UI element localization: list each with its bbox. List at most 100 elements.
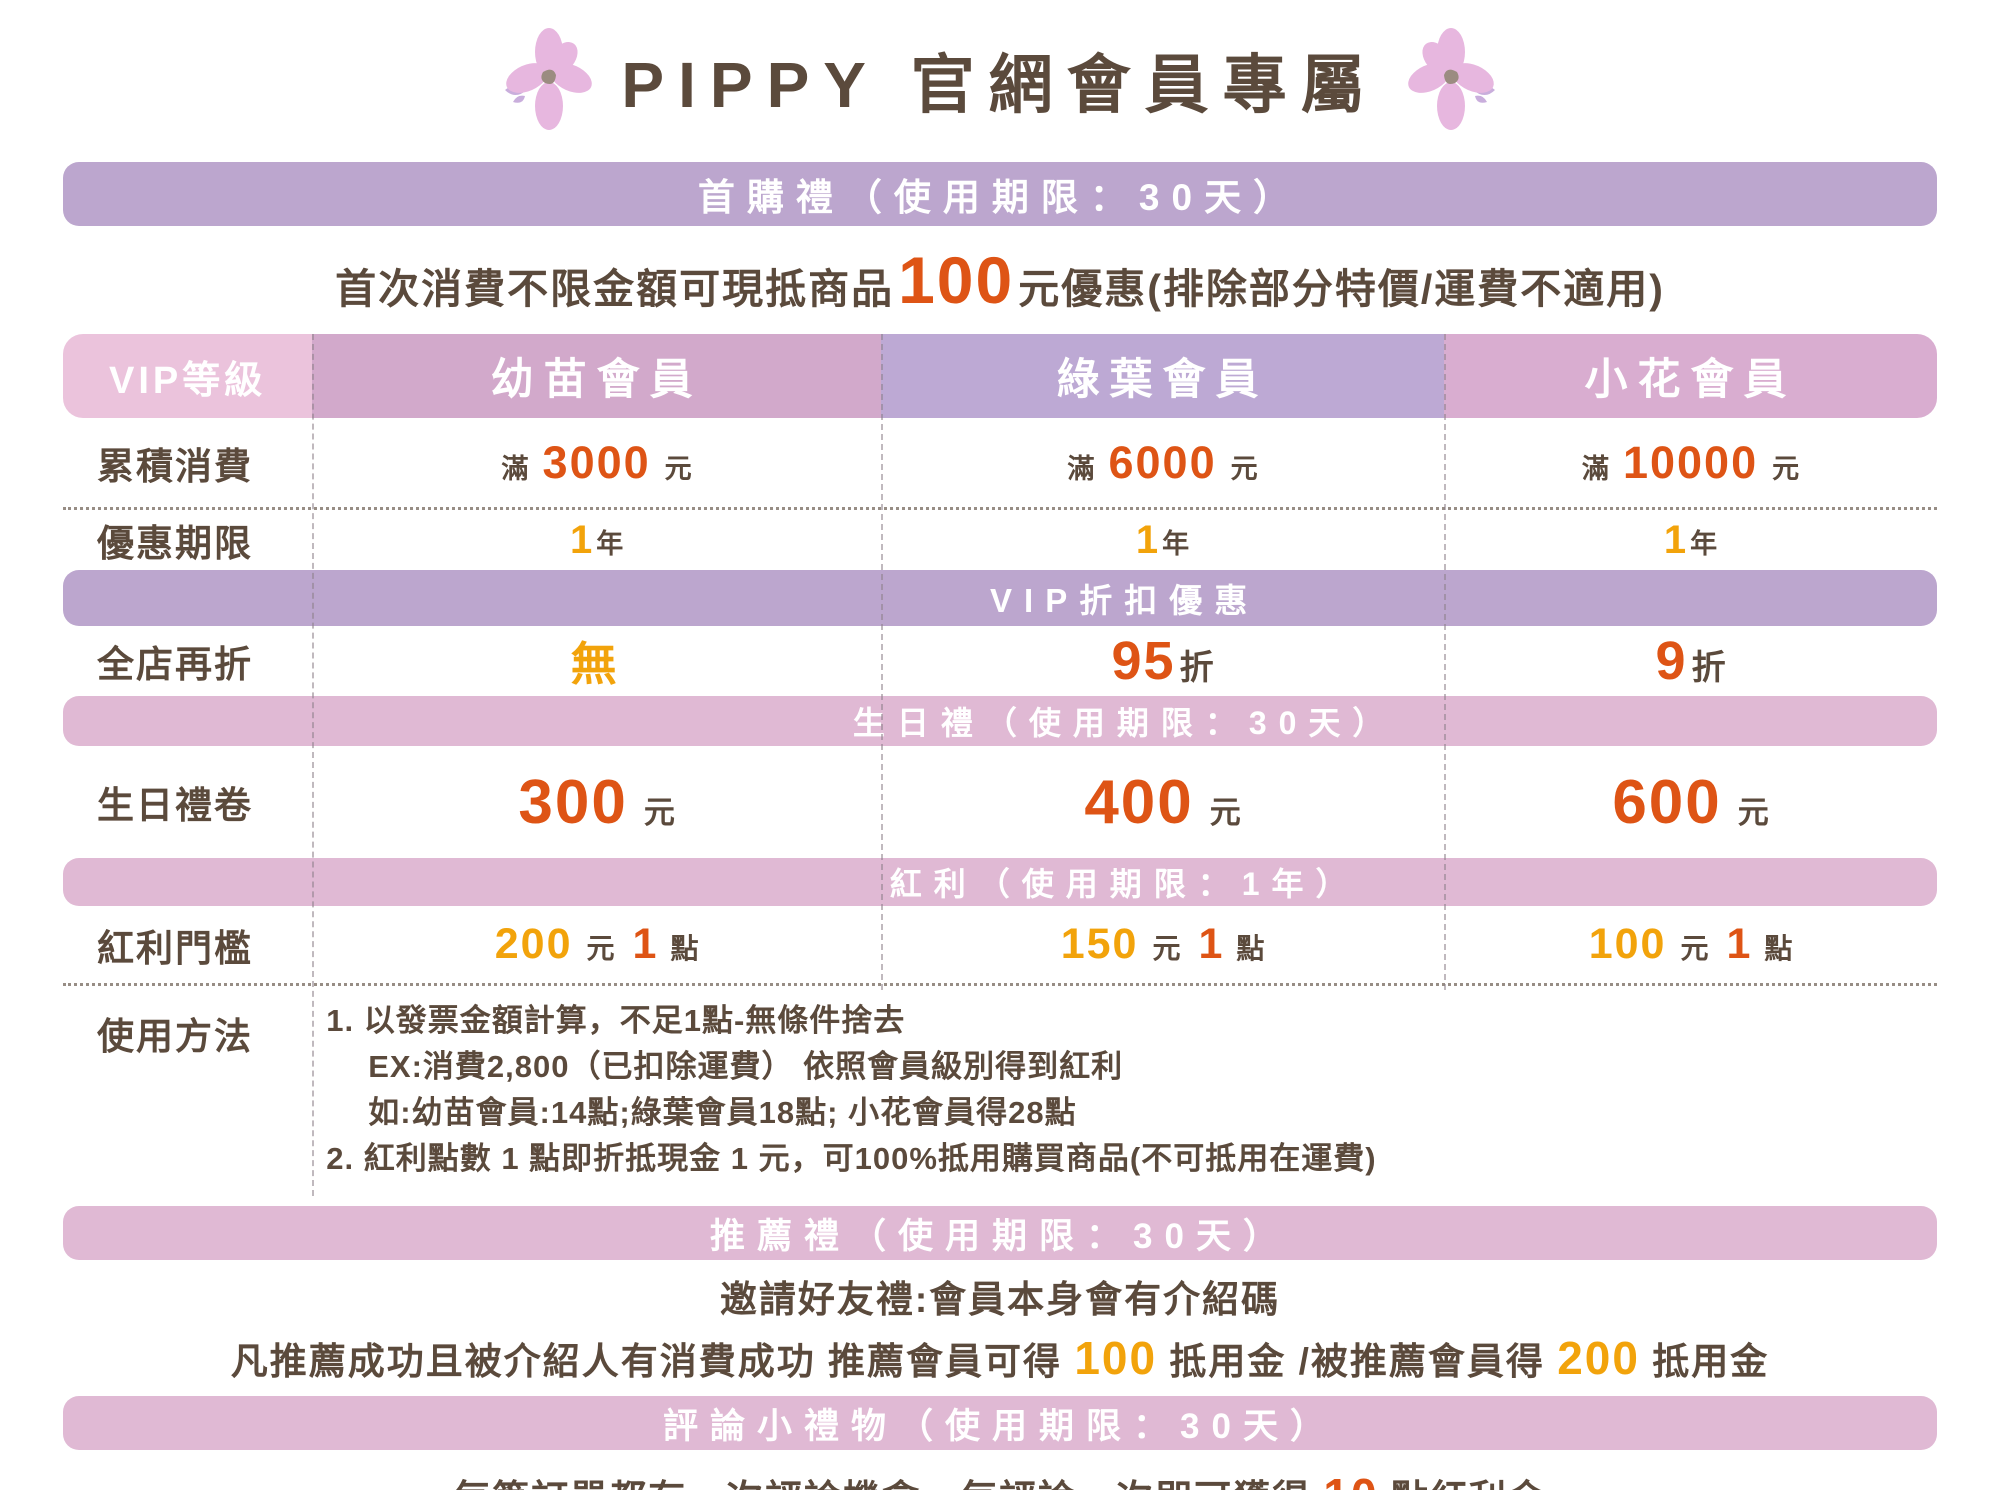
table-cell: 400 元 (881, 767, 1444, 838)
table-cell: 9 折 (1444, 630, 1937, 692)
cell-unit: 折 (1691, 649, 1726, 687)
cell-money-unit: 元 (1680, 933, 1709, 964)
table-cell: 無 (312, 628, 881, 694)
cell-unit: 年 (1162, 528, 1190, 559)
cell-money: 100 (1588, 920, 1667, 968)
header-little-flower-member: 小花會員 (1444, 334, 1937, 418)
header-green-leaf-member: 綠葉會員 (880, 334, 1445, 418)
first-purchase-description: 首次消費不限金額可現抵商品 100 元優惠(排除部分特價/運費不適用) (63, 242, 1937, 328)
cell-money-unit: 元 (1152, 933, 1181, 964)
table-cell: 95 折 (881, 630, 1444, 692)
cell-money: 150 (1060, 920, 1139, 968)
banner-birthday-gift: 生日禮（使用期限：30天） (63, 696, 1937, 746)
cell-number: 10000 (1622, 436, 1759, 488)
cell-money: 200 (494, 920, 573, 968)
usage-instructions-text: 1. 以發票金額計算，不足1點-無條件捨去 EX:消費2,800（已扣除運費） … (312, 998, 1937, 1182)
cell-number: 1 (569, 517, 593, 562)
table-cell: 100 元 1 點 (1444, 920, 1937, 969)
cell-number: 3000 (542, 436, 651, 488)
table-cell: 150 元 1 點 (881, 920, 1444, 969)
cell-points-unit: 點 (1236, 933, 1265, 964)
cell-unit: 折 (1179, 649, 1214, 687)
table-cell: 300 元 (312, 767, 881, 838)
table-cell: 滿 10000 元 (1444, 437, 1937, 489)
header-seedling-member: 幼苗會員 (312, 334, 881, 418)
intro-suffix: 元優惠(排除部分特價/運費不適用) (1018, 266, 1665, 312)
cell-number: 無 (570, 638, 619, 690)
review-points: 10 (1323, 1469, 1378, 1490)
referral-text-part: 抵用金 /被推薦會員得 (1169, 1341, 1545, 1382)
row-label: 累積消費 (97, 445, 253, 487)
table-cell: 滿 6000 元 (881, 437, 1444, 489)
usage-line-4: 2. 紅利點數 1 點即折抵現金 1 元，可100%抵用購買商品(不可抵用在運費… (326, 1141, 1377, 1176)
cell-number: 300 (518, 767, 628, 837)
content-area: 首購禮（使用期限：30天） 首次消費不限金額可現抵商品 100 元優惠(排除部分… (0, 162, 2000, 1490)
intro-amount: 100 (898, 243, 1015, 317)
usage-line-2: EX:消費2,800（已扣除運費） 依照會員級別得到紅利 (368, 1049, 1124, 1084)
table-cell: 600 元 (1444, 767, 1937, 838)
usage-line-1: 1. 以發票金額計算，不足1點-無條件捨去 (326, 1003, 906, 1038)
cell-unit: 年 (596, 528, 624, 559)
header-vip-level: VIP等級 (63, 334, 313, 418)
table-cell: 滿 3000 元 (312, 437, 881, 489)
cell-number: 1 (1663, 517, 1687, 562)
referral-text-part: 凡推薦成功且被介紹人有消費成功 推薦會員可得 (230, 1341, 1063, 1382)
flower-icon-left (499, 26, 595, 135)
row-label: 優惠期限 (97, 523, 253, 564)
page-title: PIPPY 官網會員專屬 (621, 49, 1379, 121)
cell-unit: 元 (643, 794, 675, 830)
referral-invite-text: 邀請好友禮:會員本身會有介紹碼 (719, 1279, 1281, 1320)
banner-review-gift: 評論小禮物（使用期限：30天） (63, 1396, 1937, 1450)
cell-money-unit: 元 (586, 933, 615, 964)
cell-unit: 元 (1230, 453, 1258, 484)
cell-number: 400 (1084, 767, 1194, 837)
flower-icon-right (1405, 26, 1501, 135)
table-cell: 200 元 1 點 (312, 920, 881, 969)
review-text-part: 每筆訂單都有一次評論機會，每評論一次即可獲得 (453, 1478, 1311, 1490)
vip-benefits-table: VIP等級 幼苗會員 綠葉會員 小花會員 累積消費 滿 3000 元 滿 600… (63, 334, 1937, 1196)
cell-points-unit: 點 (1764, 933, 1793, 964)
referral-text-part: 抵用金 (1652, 1341, 1770, 1382)
intro-prefix: 首次消費不限金額可現抵商品 (335, 266, 895, 312)
cell-number: 600 (1612, 767, 1722, 837)
column-divider (312, 334, 315, 1196)
banner-vip-discount: VIP折扣優惠 (63, 570, 1937, 626)
column-divider (1444, 334, 1447, 990)
cell-number: 6000 (1108, 436, 1217, 488)
row-label: 使用方法 (97, 1016, 253, 1057)
usage-line-3: 如:幼苗會員:14點;綠葉會員18點; 小花會員得28點 (368, 1095, 1077, 1130)
row-cumulative-spending: 累積消費 滿 3000 元 滿 6000 元 滿 10000 元 (63, 418, 1937, 510)
cell-unit: 元 (1772, 453, 1800, 484)
table-cell: 1 年 (312, 518, 881, 563)
cell-unit: 年 (1690, 528, 1718, 559)
cell-number: 95 (1111, 631, 1176, 691)
row-birthday-voucher: 生日禮卷 300 元 400 元 600 元 (63, 746, 1937, 858)
cell-points: 1 (1198, 920, 1223, 968)
cell-points: 1 (1726, 920, 1751, 968)
referral-credit-referrer: 100 (1074, 1332, 1158, 1384)
cell-prefix: 滿 (1067, 453, 1095, 484)
row-storewide-discount: 全店再折 無 95 折 9 折 (63, 626, 1937, 696)
column-divider (881, 334, 883, 990)
banner-rewards: 紅利（使用期限：1年） (63, 858, 1937, 906)
cell-number: 1 (1135, 517, 1159, 562)
table-cell: 1 年 (881, 518, 1444, 563)
title-row: PIPPY 官網會員專屬 (0, 0, 2000, 134)
cell-prefix: 滿 (501, 453, 529, 484)
cell-number: 9 (1655, 631, 1688, 691)
cell-unit: 元 (664, 453, 692, 484)
banner-referral-gift: 推薦禮（使用期限：30天） (63, 1206, 1937, 1260)
cell-points-unit: 點 (670, 933, 699, 964)
row-usage-instructions: 使用方法 1. 以發票金額計算，不足1點-無條件捨去 EX:消費2,800（已扣… (63, 986, 1937, 1196)
review-reward-text: 每筆訂單都有一次評論機會，每評論一次即可獲得 10 點紅利金 (63, 1470, 1937, 1490)
review-text-part: 點紅利金 (1391, 1478, 1547, 1490)
cell-points: 1 (632, 920, 657, 968)
cell-unit: 元 (1209, 794, 1241, 830)
referral-credit-referee: 200 (1557, 1332, 1640, 1384)
referral-reward-text: 凡推薦成功且被介紹人有消費成功 推薦會員可得 100 抵用金 /被推薦會員得 2… (63, 1332, 1937, 1384)
row-label: 全店再折 (97, 644, 253, 685)
banner-first-purchase-gift: 首購禮（使用期限：30天） (63, 162, 1937, 226)
table-header-row: VIP等級 幼苗會員 綠葉會員 小花會員 (63, 334, 1937, 418)
row-label: 紅利門檻 (97, 927, 253, 969)
